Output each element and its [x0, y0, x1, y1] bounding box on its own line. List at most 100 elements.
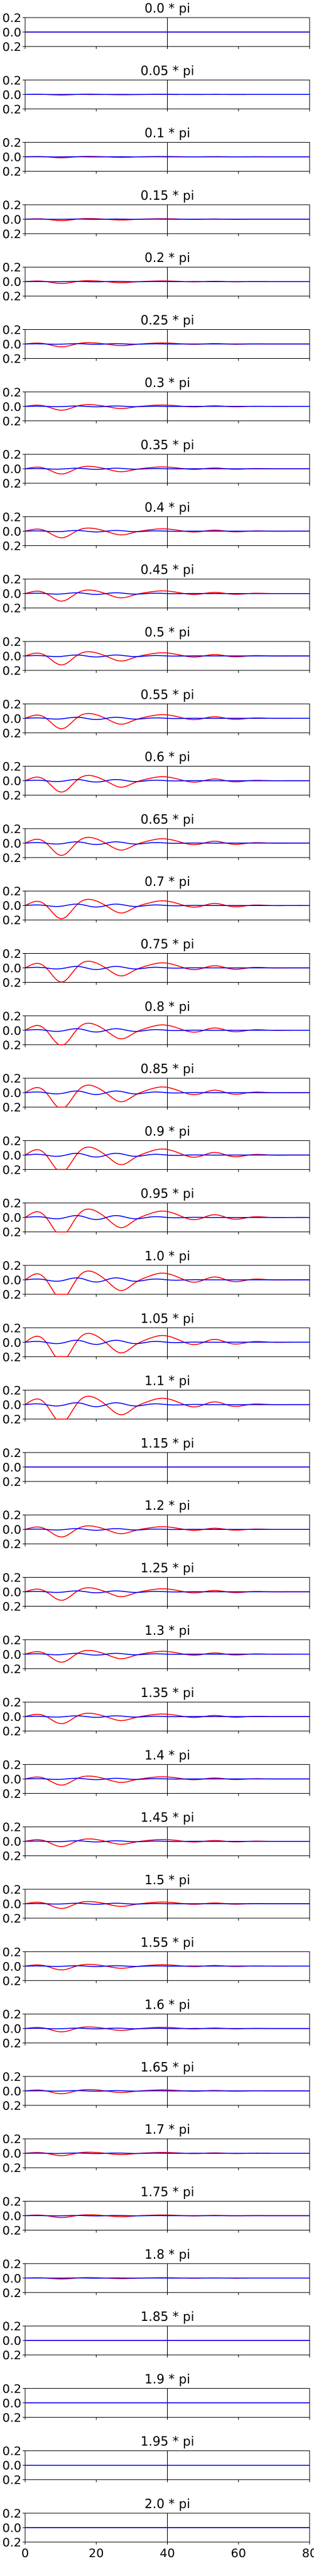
- y-tick-label: 0.0: [3, 2022, 21, 2036]
- y-tick-label: 0.2: [3, 227, 21, 241]
- y-tick-label: 0.2: [3, 1446, 21, 1460]
- y-tick-label: 0.0: [3, 837, 21, 851]
- subplot-title: 1.45 * pi: [141, 1810, 195, 1825]
- y-tick-label: 0.0: [3, 962, 21, 976]
- y-tick-label: 0.2: [3, 1912, 21, 1926]
- y-tick-label: 0.0: [3, 1399, 21, 1412]
- subplot-39: 1.95 * pi 0.20.00.2: [3, 2434, 310, 2487]
- y-tick-label: 0.2: [3, 1288, 21, 1302]
- y-tick-label: 0.2: [3, 1413, 21, 1427]
- subplot-title: 0.05 * pi: [141, 63, 195, 78]
- subplot-title: 2.0 * pi: [144, 2496, 190, 2511]
- y-tick-label: 0.2: [3, 851, 21, 865]
- y-tick-label: 0.2: [3, 136, 21, 150]
- y-tick-label: 0.2: [3, 2349, 21, 2362]
- y-tick-label: 0.2: [3, 290, 21, 303]
- subplot-28: 1.4 * pi 0.20.00.2: [3, 1747, 310, 1801]
- y-tick-label: 0.2: [3, 1662, 21, 1676]
- y-tick-label: 0.2: [3, 2224, 21, 2238]
- subplot-10: 0.5 * pi 0.20.00.2: [3, 625, 310, 678]
- y-tick-label: 0.0: [3, 1523, 21, 1537]
- subplot-13: 0.65 * pi 0.20.00.2: [3, 812, 310, 865]
- y-tick-label: 0.2: [3, 1101, 21, 1115]
- series-imag-line: [24, 1777, 310, 1781]
- subplot-15: 0.75 * pi 0.20.00.2: [3, 937, 310, 990]
- subplot-31: 1.55 * pi 0.20.00.2: [3, 1935, 310, 1988]
- series-real-line: [24, 1395, 310, 1420]
- y-tick-label: 0.0: [3, 1461, 21, 1475]
- y-tick-label: 0.0: [3, 213, 21, 227]
- y-tick-label: 0.2: [3, 1509, 21, 1522]
- y-tick-label: 0.2: [3, 1475, 21, 1489]
- subplot-title: 0.85 * pi: [141, 1061, 195, 1076]
- y-tick-label: 0.0: [3, 2147, 21, 2161]
- y-tick-label: 0.2: [3, 1072, 21, 1086]
- y-tick-label: 0.0: [3, 587, 21, 601]
- y-tick-label: 0.2: [3, 448, 21, 462]
- series-imag-line: [24, 2153, 310, 2154]
- series-imag-line: [24, 716, 310, 720]
- y-tick-label: 0.2: [3, 1259, 21, 1273]
- subplot-36: 1.8 * pi 0.20.00.2: [3, 2247, 310, 2300]
- subplot-title: 0.3 * pi: [144, 375, 190, 390]
- subplot-title: 0.4 * pi: [144, 499, 190, 515]
- subplot-5: 0.25 * pi 0.20.00.2: [3, 313, 310, 366]
- subplot-title: 1.1 * pi: [144, 1373, 190, 1389]
- series-imag-line: [24, 1715, 310, 1718]
- y-tick-label: 0.2: [3, 2070, 21, 2084]
- subplot-6: 0.3 * pi 0.20.00.2: [3, 375, 310, 428]
- subplot-title: 0.75 * pi: [141, 937, 195, 952]
- y-tick-label: 0.0: [3, 88, 21, 102]
- subplot-title: 0.65 * pi: [141, 812, 195, 827]
- series-imag-line: [24, 654, 310, 658]
- y-tick-label: 0.0: [3, 1710, 21, 1724]
- y-tick-label: 0.2: [3, 1537, 21, 1551]
- series-imag-line: [24, 1402, 310, 1407]
- y-tick-label: 0.2: [3, 664, 21, 678]
- subplot-27: 1.35 * pi 0.20.00.2: [3, 1685, 310, 1738]
- y-tick-label: 0.2: [3, 1039, 21, 1052]
- y-tick-label: 0.2: [3, 2008, 21, 2022]
- y-tick-label: 0.2: [3, 1883, 21, 1897]
- y-tick-label: 0.2: [3, 74, 21, 87]
- y-tick-label: 0.0: [3, 2210, 21, 2224]
- series-imag-line: [24, 1090, 310, 1095]
- y-tick-label: 0.2: [3, 1696, 21, 1710]
- subplot-29: 1.45 * pi 0.20.00.2: [3, 1810, 310, 1864]
- y-tick-label: 0.0: [3, 1024, 21, 1038]
- series-imag-line: [24, 1902, 310, 1905]
- series-imag-line: [24, 1152, 310, 1158]
- y-tick-label: 0.0: [3, 2085, 21, 2098]
- y-tick-label: 0.2: [3, 2320, 21, 2333]
- y-tick-label: 0.2: [3, 2132, 21, 2146]
- series-imag-line: [24, 778, 310, 783]
- series-imag-line: [24, 903, 310, 908]
- y-tick-label: 0.2: [3, 976, 21, 990]
- subplot-title: 1.9 * pi: [144, 2371, 190, 2386]
- subplot-title: 0.0 * pi: [144, 1, 190, 16]
- subplot-23: 1.15 * pi 0.20.00.2: [3, 1436, 310, 1489]
- y-tick-label: 0.0: [3, 2459, 21, 2473]
- y-tick-label: 0.2: [3, 415, 21, 428]
- series-imag-line: [24, 1965, 310, 1967]
- y-tick-label: 0.2: [3, 1945, 21, 1959]
- y-tick-label: 0.2: [3, 199, 21, 212]
- y-tick-label: 0.2: [3, 2474, 21, 2487]
- subplot-title: 0.95 * pi: [141, 1186, 195, 1201]
- subplot-title: 1.05 * pi: [141, 1311, 195, 1326]
- subplot-title: 1.8 * pi: [144, 2247, 190, 2262]
- y-tick-label: 0.2: [3, 1321, 21, 1335]
- subplot-11: 0.55 * pi 0.20.00.2: [3, 687, 310, 740]
- series-imag-line: [24, 2215, 310, 2217]
- y-tick-label: 0.2: [3, 2286, 21, 2300]
- y-tick-label: 0.2: [3, 40, 21, 54]
- y-tick-label: 0.0: [3, 1274, 21, 1287]
- y-tick-label: 0.2: [3, 1350, 21, 1364]
- subplot-25: 1.25 * pi 0.20.00.2: [3, 1561, 310, 1614]
- y-tick-label: 0.2: [3, 2445, 21, 2459]
- y-tick-label: 0.0: [3, 275, 21, 289]
- y-tick-label: 0.2: [3, 2037, 21, 2051]
- y-tick-label: 0.0: [3, 2272, 21, 2286]
- series-imag-line: [24, 1215, 310, 1220]
- series-imag-line: [24, 1340, 310, 1345]
